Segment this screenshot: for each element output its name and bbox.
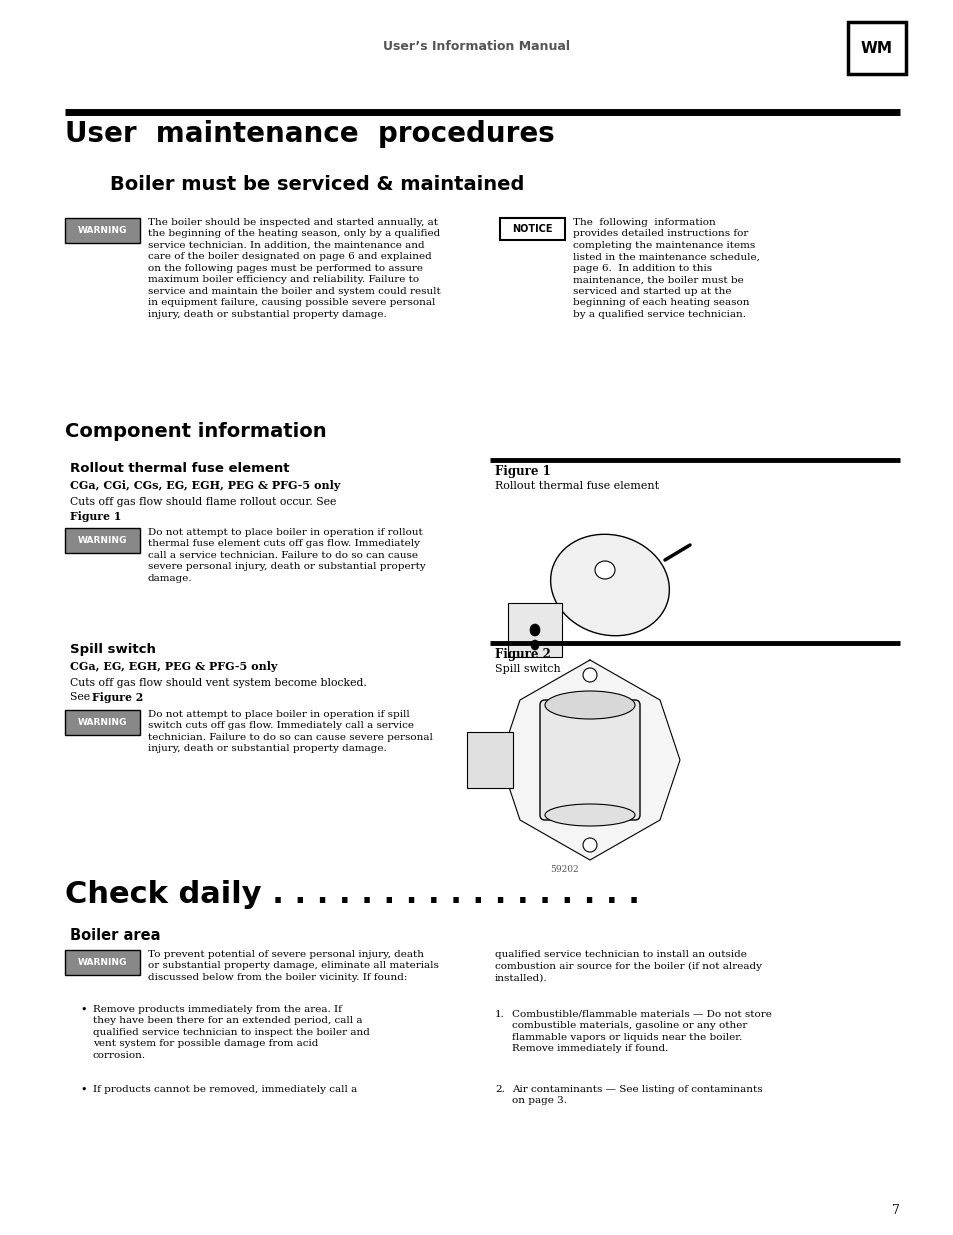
Ellipse shape — [544, 804, 635, 826]
Text: .: . — [140, 692, 143, 701]
FancyBboxPatch shape — [65, 219, 140, 243]
FancyBboxPatch shape — [507, 603, 561, 657]
Text: If products cannot be removed, immediately call a: If products cannot be removed, immediate… — [92, 1086, 356, 1094]
Ellipse shape — [582, 668, 597, 682]
Text: •: • — [80, 1005, 87, 1015]
FancyBboxPatch shape — [499, 219, 564, 240]
FancyBboxPatch shape — [467, 732, 513, 788]
Text: Spill switch: Spill switch — [495, 664, 560, 674]
FancyBboxPatch shape — [65, 950, 140, 974]
Ellipse shape — [531, 640, 538, 650]
Text: 7: 7 — [891, 1204, 899, 1216]
Text: Combustible/flammable materials — Do not store
combustible materials, gasoline o: Combustible/flammable materials — Do not… — [512, 1010, 771, 1053]
Text: Figure 2: Figure 2 — [91, 692, 143, 703]
Text: WARNING: WARNING — [78, 718, 127, 727]
Text: Cuts off gas flow should flame rollout occur. See: Cuts off gas flow should flame rollout o… — [70, 496, 336, 508]
Text: WΜ: WΜ — [861, 41, 892, 56]
Text: WARNING: WARNING — [78, 958, 127, 967]
Text: User  maintenance  procedures: User maintenance procedures — [65, 120, 554, 148]
Ellipse shape — [544, 692, 635, 719]
Text: CGa, CGi, CGs, EG, EGH, PEG & PFG-5 only: CGa, CGi, CGs, EG, EGH, PEG & PFG-5 only — [70, 480, 340, 492]
Text: The  following  information
provides detailed instructions for
completing the ma: The following information provides detai… — [573, 219, 760, 319]
Ellipse shape — [582, 839, 597, 852]
Text: 59261: 59261 — [569, 676, 598, 684]
Text: To prevent potential of severe personal injury, death
or substantial property da: To prevent potential of severe personal … — [148, 950, 438, 982]
Text: 1.: 1. — [495, 1010, 504, 1019]
Text: WARNING: WARNING — [78, 226, 127, 235]
Text: CGa, EG, EGH, PEG & PFG-5 only: CGa, EG, EGH, PEG & PFG-5 only — [70, 661, 277, 672]
Text: Figure 1: Figure 1 — [70, 511, 121, 522]
Text: Rollout thermal fuse element: Rollout thermal fuse element — [495, 480, 659, 492]
Ellipse shape — [550, 535, 669, 636]
Text: Boiler must be serviced & maintained: Boiler must be serviced & maintained — [110, 175, 524, 194]
Text: The boiler should be inspected and started annually, at
the beginning of the hea: The boiler should be inspected and start… — [148, 219, 440, 319]
FancyBboxPatch shape — [539, 700, 639, 820]
Text: Check daily . . . . . . . . . . . . . . . . .: Check daily . . . . . . . . . . . . . . … — [65, 881, 639, 909]
Text: Remove products immediately from the area. If
they have been there for an extend: Remove products immediately from the are… — [92, 1005, 370, 1060]
Text: 59202: 59202 — [550, 864, 578, 874]
Text: .: . — [116, 511, 119, 521]
Text: •: • — [80, 1086, 87, 1095]
Text: Rollout thermal fuse element: Rollout thermal fuse element — [70, 462, 289, 475]
Text: NOTICE: NOTICE — [512, 224, 552, 233]
Text: qualified service technician to install an outside
combustion air source for the: qualified service technician to install … — [495, 950, 761, 982]
FancyBboxPatch shape — [65, 529, 140, 553]
Ellipse shape — [530, 624, 539, 636]
Ellipse shape — [595, 561, 615, 579]
Text: 2.: 2. — [495, 1086, 504, 1094]
Text: Component information: Component information — [65, 422, 326, 441]
Text: Cuts off gas flow should vent system become blocked.: Cuts off gas flow should vent system bec… — [70, 678, 366, 688]
Text: Spill switch: Spill switch — [70, 643, 155, 656]
Text: Figure 2: Figure 2 — [495, 648, 550, 661]
Text: Air contaminants — See listing of contaminants
on page 3.: Air contaminants — See listing of contam… — [512, 1086, 761, 1105]
Text: WARNING: WARNING — [78, 536, 127, 545]
Text: User’s Information Manual: User’s Information Manual — [383, 40, 570, 53]
FancyBboxPatch shape — [847, 22, 905, 74]
FancyBboxPatch shape — [65, 710, 140, 735]
Text: Do not attempt to place boiler in operation if spill
switch cuts off gas flow. I: Do not attempt to place boiler in operat… — [148, 710, 433, 753]
Text: Figure 1: Figure 1 — [495, 466, 550, 478]
Text: Boiler area: Boiler area — [70, 927, 160, 944]
Polygon shape — [499, 659, 679, 860]
Text: See: See — [70, 692, 93, 701]
Text: Do not attempt to place boiler in operation if rollout
thermal fuse element cuts: Do not attempt to place boiler in operat… — [148, 529, 425, 583]
